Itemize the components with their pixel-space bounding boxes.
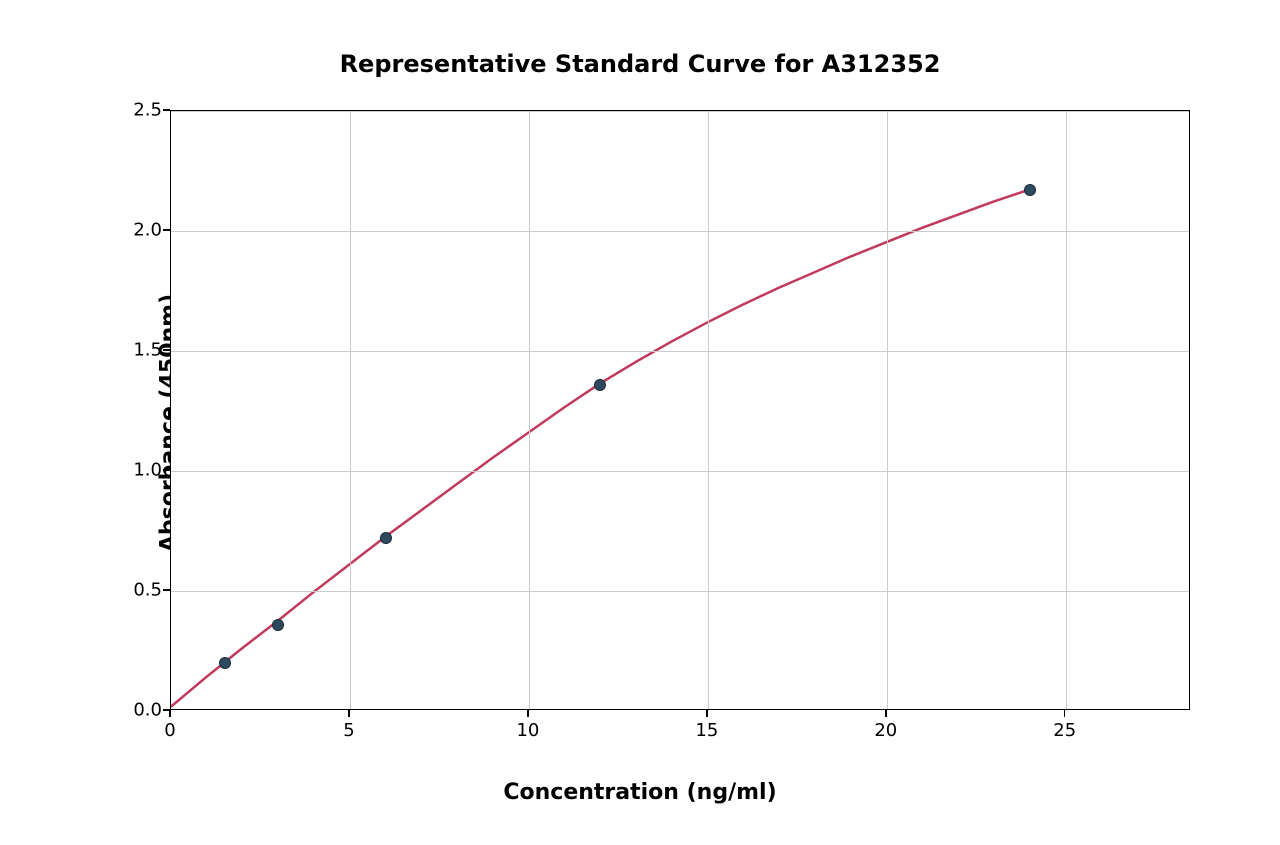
x-tick-mark	[169, 710, 171, 717]
curve-line	[171, 190, 1028, 707]
data-point	[272, 619, 284, 631]
chart-container: Representative Standard Curve for A31235…	[0, 0, 1280, 845]
grid-line-horizontal	[171, 591, 1189, 592]
data-point	[594, 379, 606, 391]
grid-line-vertical	[887, 111, 888, 709]
data-point	[219, 657, 231, 669]
x-tick-label: 5	[343, 720, 354, 741]
grid-line-vertical	[350, 111, 351, 709]
y-tick-label: 2.5	[133, 100, 162, 121]
grid-line-vertical	[529, 111, 530, 709]
y-tick-label: 0.0	[133, 700, 162, 721]
y-tick-label: 1.0	[133, 460, 162, 481]
y-tick-mark	[163, 109, 170, 111]
y-tick-mark	[163, 709, 170, 711]
y-tick-mark	[163, 589, 170, 591]
x-tick-label: 10	[516, 720, 539, 741]
grid-line-horizontal	[171, 111, 1189, 112]
y-tick-mark	[163, 349, 170, 351]
chart-title: Representative Standard Curve for A31235…	[0, 50, 1280, 78]
plot-area	[170, 110, 1190, 710]
x-tick-mark	[1064, 710, 1066, 717]
x-tick-mark	[706, 710, 708, 717]
y-tick-mark	[163, 229, 170, 231]
y-tick-mark	[163, 469, 170, 471]
x-tick-label: 0	[164, 720, 175, 741]
x-tick-mark	[885, 710, 887, 717]
x-tick-label: 20	[874, 720, 897, 741]
curve-svg	[171, 111, 1189, 709]
y-tick-label: 1.5	[133, 340, 162, 361]
data-point	[380, 532, 392, 544]
x-axis-label: Concentration (ng/ml)	[0, 780, 1280, 805]
x-tick-mark	[527, 710, 529, 717]
x-tick-label: 25	[1053, 720, 1076, 741]
grid-line-horizontal	[171, 351, 1189, 352]
grid-line-horizontal	[171, 231, 1189, 232]
x-tick-mark	[348, 710, 350, 717]
y-tick-label: 0.5	[133, 580, 162, 601]
y-tick-label: 2.0	[133, 220, 162, 241]
grid-line-vertical	[1066, 111, 1067, 709]
grid-line-horizontal	[171, 471, 1189, 472]
data-point	[1024, 184, 1036, 196]
grid-line-vertical	[708, 111, 709, 709]
x-tick-label: 15	[695, 720, 718, 741]
